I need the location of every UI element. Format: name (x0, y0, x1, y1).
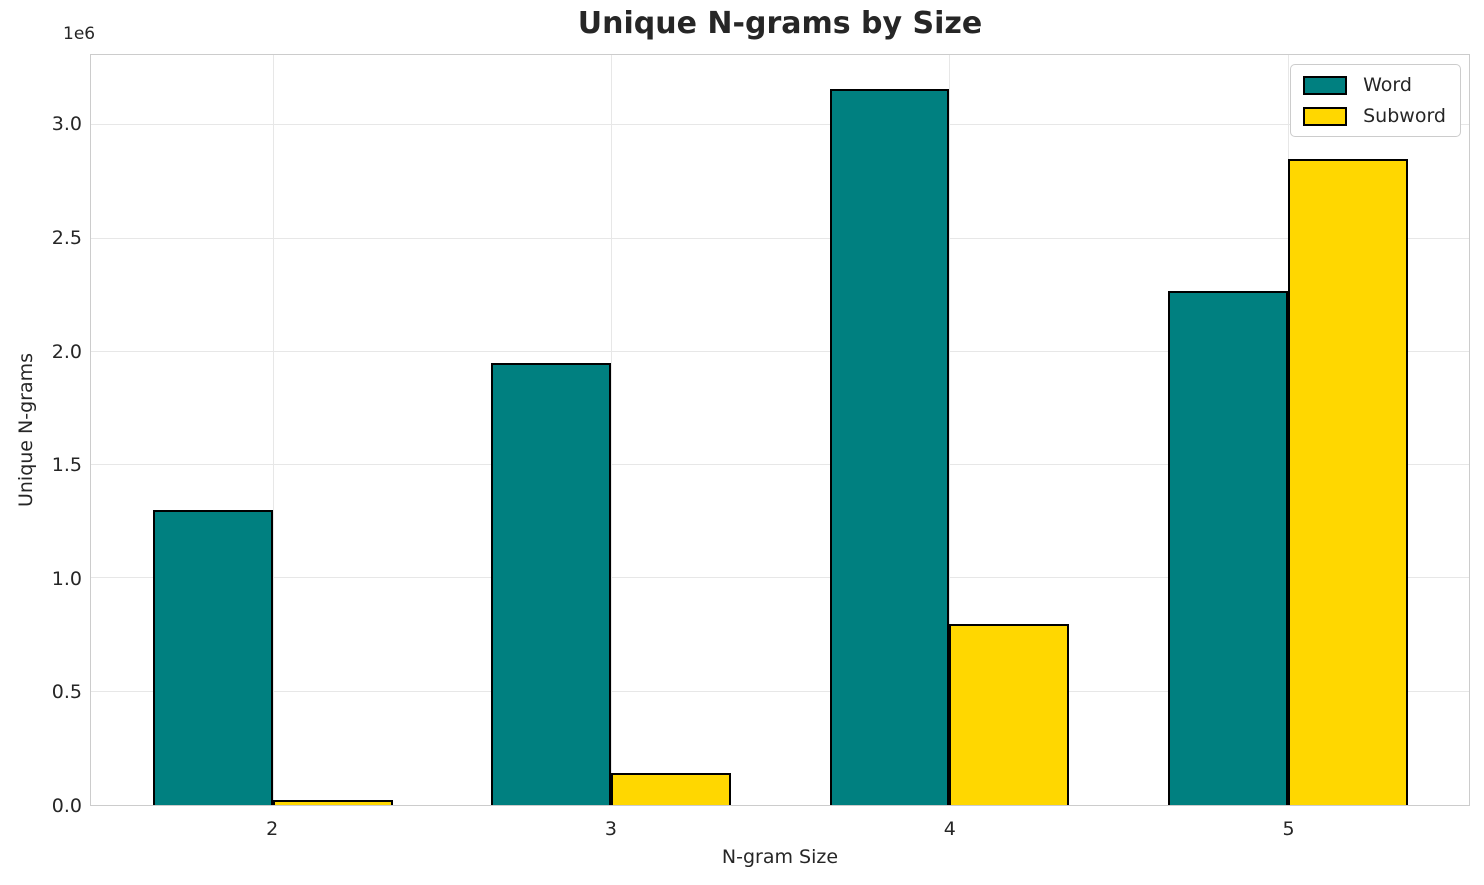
gridline-x-3 (611, 55, 613, 805)
gridline-x-2 (272, 55, 274, 805)
y-tick-0.5: 0.5 (51, 681, 82, 704)
bar-subword-5 (1287, 159, 1408, 805)
legend-swatch-word (1303, 75, 1348, 95)
chart-title: Unique N-grams by Size (577, 6, 983, 41)
y-tick-1.0: 1.0 (51, 567, 82, 590)
y-axis-tick-labels: 0.0 0.5 1.0 1.5 2.0 2.5 3.0 (0, 54, 82, 817)
y-tick-1.5: 1.5 (51, 454, 82, 477)
legend-label-word: Word (1363, 74, 1412, 96)
bar-word-4 (829, 89, 950, 805)
bar-subword-4 (949, 623, 1070, 805)
y-tick-2.5: 2.5 (51, 227, 82, 250)
y-tick-3.0: 3.0 (51, 113, 82, 136)
gridline-y-1.0 (91, 577, 1469, 579)
legend-item-subword: Subword (1303, 105, 1446, 127)
legend-label-subword: Subword (1363, 105, 1446, 127)
gridline-y-0.5 (91, 690, 1469, 692)
y-axis-label: Unique N-grams (15, 352, 37, 508)
y-tick-0.0: 0.0 (51, 795, 82, 817)
gridline-y-1.5 (91, 464, 1469, 466)
x-tick-4: 4 (943, 818, 956, 840)
x-tick-5: 5 (1282, 818, 1295, 840)
y-tick-2.0: 2.0 (51, 340, 82, 363)
gridline-x-4 (949, 55, 951, 805)
legend: Word Subword (1290, 64, 1461, 137)
plot-area: Word Subword (90, 54, 1470, 806)
gridline-y-2.5 (91, 237, 1469, 239)
bar-subword-3 (611, 773, 732, 805)
legend-swatch-subword (1303, 106, 1348, 126)
y-axis-offset-text: 1e6 (63, 24, 96, 44)
bar-subword-2 (272, 800, 393, 805)
x-tick-3: 3 (604, 818, 617, 840)
x-axis-tick-labels: 2 3 4 5 (90, 818, 1470, 842)
gridline-y-2.0 (91, 350, 1469, 352)
x-tick-2: 2 (266, 818, 279, 840)
bar-word-2 (153, 510, 273, 805)
x-axis-label: N-gram Size (721, 846, 839, 868)
legend-item-word: Word (1303, 74, 1446, 96)
bar-word-3 (491, 363, 612, 805)
bar-word-5 (1167, 290, 1288, 805)
gridline-y-3.0 (91, 124, 1469, 126)
